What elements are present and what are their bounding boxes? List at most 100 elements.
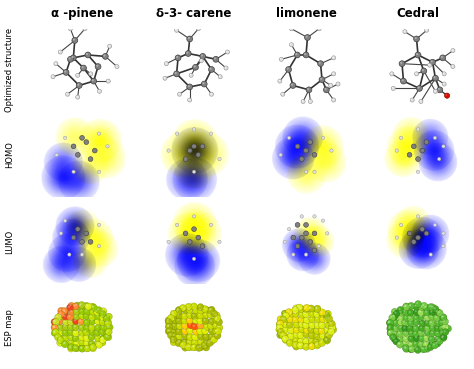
- Circle shape: [312, 248, 317, 253]
- Circle shape: [79, 345, 86, 352]
- Circle shape: [409, 346, 416, 353]
- Circle shape: [422, 348, 424, 349]
- Circle shape: [58, 313, 65, 320]
- Circle shape: [185, 344, 191, 351]
- Circle shape: [73, 38, 75, 41]
- Circle shape: [105, 335, 107, 337]
- Circle shape: [67, 56, 73, 62]
- Circle shape: [64, 336, 66, 338]
- Circle shape: [300, 157, 304, 161]
- Circle shape: [108, 44, 112, 48]
- Circle shape: [193, 335, 195, 337]
- Circle shape: [413, 335, 420, 342]
- Circle shape: [407, 325, 414, 332]
- Circle shape: [177, 335, 179, 337]
- Circle shape: [96, 337, 98, 338]
- Circle shape: [64, 342, 66, 344]
- Circle shape: [336, 82, 340, 86]
- Circle shape: [171, 332, 178, 339]
- Circle shape: [278, 323, 280, 324]
- Circle shape: [67, 329, 74, 336]
- Circle shape: [424, 306, 427, 308]
- Circle shape: [191, 313, 198, 320]
- Circle shape: [97, 170, 100, 173]
- Circle shape: [313, 327, 320, 334]
- Circle shape: [108, 325, 110, 327]
- Circle shape: [413, 345, 420, 352]
- Circle shape: [175, 308, 182, 315]
- Circle shape: [420, 302, 428, 309]
- Circle shape: [304, 307, 306, 309]
- Circle shape: [319, 62, 321, 64]
- Circle shape: [183, 334, 185, 336]
- Circle shape: [451, 49, 455, 53]
- Circle shape: [73, 345, 80, 352]
- Circle shape: [175, 328, 182, 335]
- Circle shape: [414, 346, 421, 354]
- Circle shape: [183, 346, 185, 348]
- Circle shape: [191, 303, 197, 310]
- Circle shape: [95, 331, 97, 333]
- Circle shape: [419, 304, 426, 311]
- Circle shape: [328, 328, 335, 335]
- Circle shape: [210, 68, 211, 70]
- Circle shape: [419, 331, 421, 333]
- Circle shape: [206, 339, 213, 346]
- Circle shape: [442, 232, 445, 235]
- Circle shape: [95, 307, 102, 314]
- Circle shape: [192, 307, 200, 314]
- Circle shape: [419, 99, 423, 104]
- Circle shape: [165, 317, 172, 324]
- Circle shape: [55, 62, 56, 64]
- Circle shape: [414, 305, 416, 307]
- Circle shape: [182, 338, 189, 345]
- Circle shape: [209, 309, 210, 311]
- Circle shape: [445, 93, 450, 98]
- Circle shape: [167, 329, 169, 331]
- Circle shape: [175, 55, 181, 61]
- Circle shape: [411, 144, 416, 149]
- Circle shape: [440, 55, 446, 61]
- Circle shape: [401, 79, 404, 81]
- Circle shape: [84, 324, 91, 331]
- Circle shape: [418, 313, 425, 320]
- Circle shape: [416, 128, 419, 131]
- Circle shape: [71, 55, 76, 61]
- Circle shape: [73, 330, 79, 337]
- Circle shape: [187, 148, 192, 153]
- Circle shape: [106, 324, 113, 331]
- Circle shape: [409, 321, 411, 323]
- Circle shape: [324, 332, 331, 339]
- Circle shape: [72, 170, 75, 173]
- Circle shape: [442, 244, 445, 248]
- Circle shape: [441, 336, 443, 338]
- Circle shape: [192, 215, 196, 218]
- Circle shape: [302, 100, 303, 101]
- Circle shape: [215, 316, 218, 318]
- Circle shape: [78, 303, 84, 310]
- Circle shape: [425, 347, 428, 349]
- Circle shape: [52, 75, 53, 77]
- Circle shape: [319, 332, 326, 339]
- Circle shape: [293, 308, 295, 310]
- Circle shape: [442, 145, 445, 148]
- Circle shape: [171, 317, 178, 324]
- Circle shape: [401, 340, 409, 347]
- Circle shape: [301, 99, 305, 104]
- Circle shape: [210, 329, 212, 331]
- Circle shape: [188, 37, 190, 39]
- Circle shape: [436, 326, 438, 328]
- Circle shape: [310, 323, 312, 325]
- Circle shape: [308, 343, 315, 350]
- Circle shape: [218, 240, 221, 244]
- Circle shape: [403, 303, 410, 310]
- Circle shape: [82, 66, 83, 68]
- Circle shape: [96, 341, 98, 344]
- Circle shape: [315, 344, 317, 346]
- Circle shape: [63, 319, 69, 326]
- Circle shape: [305, 328, 307, 331]
- Circle shape: [317, 244, 320, 248]
- Circle shape: [286, 321, 293, 328]
- Circle shape: [304, 345, 306, 347]
- Circle shape: [88, 340, 95, 347]
